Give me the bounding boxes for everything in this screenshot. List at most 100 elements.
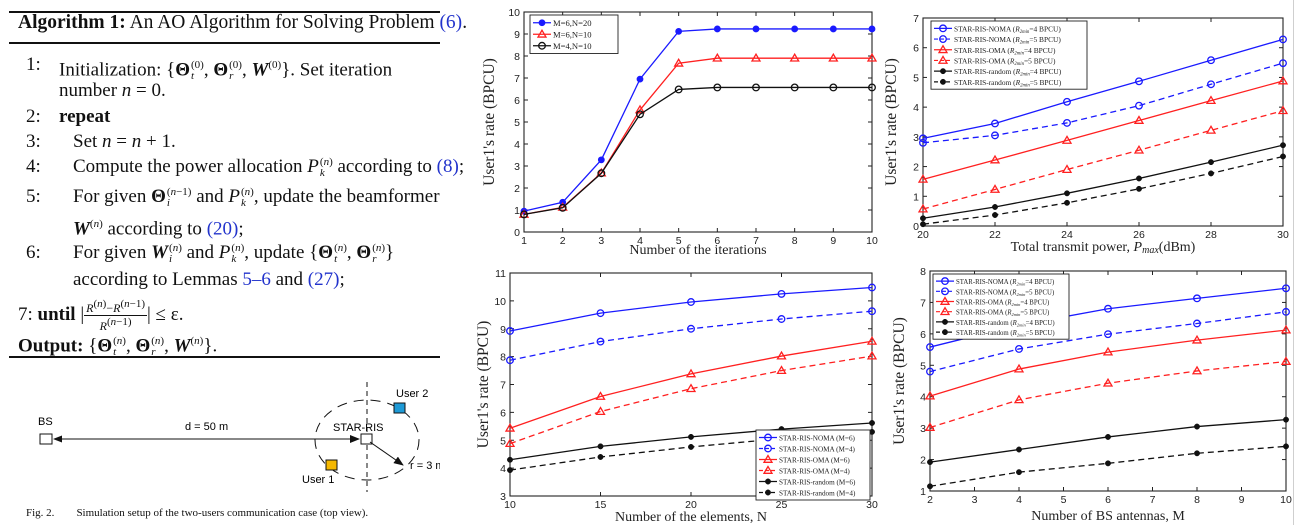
ref-link-lemmas[interactable]: 5–6 [242, 269, 271, 290]
data-point-dot-marker [688, 433, 694, 440]
data-point-triangle-marker [1191, 334, 1203, 344]
data-point-dot-marker [688, 443, 694, 450]
user-1-label: User 1 [302, 474, 334, 486]
ref-link-8[interactable]: (8) [436, 156, 459, 177]
x-tick-label: 1 [521, 235, 527, 247]
algorithm-box: Algorithm 1: An AO Algorithm for Solving… [0, 0, 467, 360]
legend-entry-star-ris-random-r2min-4-bpcu: STAR-RIS-random (R2min=4 BPCU) [956, 320, 1055, 328]
data-point-triangle-marker [596, 167, 607, 177]
step-text-a: For given [73, 186, 147, 207]
y-tick-label: 6 [514, 95, 520, 107]
series-star-ris-oma-m-4 [504, 350, 878, 448]
data-point-dot-marker [1194, 423, 1200, 430]
data-point-triangle-marker [1013, 363, 1025, 373]
step-text: 7: until | R(n)−R(n−1) R(n−1) | ≤ ε. [18, 298, 184, 333]
y-tick-label: 2 [913, 162, 919, 174]
y-tick-label: 0 [514, 227, 520, 239]
x-tick-label: 20 [917, 229, 929, 241]
x-tick-label: 20 [685, 499, 697, 511]
series-line [509, 286, 873, 332]
series-star-ris-noma-r2min-5-bpcu [919, 59, 1287, 147]
legend-entry-star-ris-oma-m-6: STAR-RIS-OMA (M=6) [779, 457, 850, 465]
data-point-circle-marker [926, 343, 934, 352]
x-tick-label: 10 [504, 499, 516, 511]
x-tick-label: 26 [1133, 229, 1145, 241]
data-point-circle-marker [1207, 56, 1215, 65]
ref-link-20[interactable]: (20) [206, 218, 239, 240]
y-tick-label: 8 [514, 51, 520, 63]
series-line [509, 310, 873, 361]
data-point-circle-marker [777, 289, 786, 298]
data-point-triangle-marker [1102, 346, 1114, 356]
series-m-6-n-20 [520, 25, 876, 215]
x-tick-label: 7 [753, 235, 759, 247]
legend-circle-marker [764, 433, 772, 442]
y-tick-label: 8 [500, 352, 506, 364]
legend-entry-star-ris-oma-r2min-5-bpcu: STAR-RIS-OMA (R2min=5 BPCU) [956, 310, 1049, 318]
data-point-triangle-marker [776, 350, 787, 360]
data-point-circle-marker [1193, 319, 1201, 328]
data-point-dot-marker [1016, 446, 1022, 453]
step-text-b: and [186, 242, 215, 263]
data-point-circle-marker [868, 283, 876, 292]
data-point-dot-marker [920, 221, 926, 228]
data-point-star-marker [791, 25, 799, 33]
legend-circle-marker [941, 277, 949, 286]
ref-link-6[interactable]: (6) [439, 12, 463, 33]
data-point-triangle-marker [1013, 394, 1025, 404]
data-point-triangle-marker [1061, 164, 1073, 173]
step-text-a: For given [73, 242, 147, 263]
data-point-circle-marker [1063, 118, 1071, 127]
algorithm-step-5: 5: For given Θ (n−1) i and P (n) k, update t… [0, 186, 440, 239]
data-point-circle-marker [636, 110, 644, 119]
data-point-circle-marker [597, 169, 606, 178]
legend-dot-marker [942, 318, 948, 325]
data-point-dot-marker [920, 215, 926, 222]
legend-circle-marker [939, 24, 947, 33]
data-point-triangle-marker [595, 391, 606, 400]
legend-entry-star-ris-oma-r2min-4-bpcu: STAR-RIS-OMA (R2min=4 BPCU) [954, 46, 1056, 57]
caption-text: Simulation setup of the two-users commun… [76, 507, 369, 519]
data-point-dot-marker [992, 212, 998, 218]
data-point-triangle-marker [989, 154, 1001, 164]
repeat-keyword: repeat [59, 106, 111, 127]
y-tick-label: 7 [913, 13, 919, 25]
y-tick-label: 7 [514, 73, 520, 85]
data-point-circle-marker [687, 298, 695, 306]
legend-triangle-marker [937, 55, 949, 64]
data-point-circle-marker [558, 203, 567, 212]
bs-label: BS [38, 416, 53, 428]
algorithm-step-6: 6: For given W (n) i and P (n) k, update {Θ(… [0, 242, 440, 292]
data-point-circle-marker [1279, 35, 1287, 44]
series-line [929, 329, 1287, 397]
legend-dot-marker [940, 78, 946, 85]
data-point-triangle-marker [866, 350, 878, 360]
step-text: Set n = n + 1. [73, 131, 176, 152]
legend-triangle-marker [536, 28, 548, 38]
series-line [509, 355, 873, 445]
step-text-b: according to [337, 156, 432, 177]
step-text-c: , update the beamformer [253, 186, 440, 207]
step-text-cont: W(n) according to (20); [73, 218, 244, 240]
bottom-rule [9, 356, 440, 358]
algorithm-step-3: 3: Set n = n + 1. [0, 131, 440, 155]
data-point-circle-marker [777, 315, 786, 323]
ref-link-27[interactable]: (27) [307, 269, 340, 290]
data-point-triangle-marker [1102, 377, 1114, 387]
legend-entry-star-ris-random-r2min-5-bpcu: STAR-RIS-random (R2min=5 BPCU) [956, 330, 1055, 338]
x-tick-label: 5 [676, 235, 682, 247]
legend-entry-star-ris-oma-r2min-5-bpcu: STAR-RIS-OMA (R2min=5 BPCU) [954, 56, 1056, 66]
legend-entry-m-6-n-20: M=6,N=20 [553, 18, 592, 28]
ris-label: STAR-RIS [333, 422, 384, 434]
legend-entry-star-ris-noma-r2min-4-bpcu: STAR-RIS-NOMA (R2min=4 BPCU) [956, 279, 1054, 287]
data-point-circle-marker [991, 131, 999, 140]
data-point-star-marker [752, 25, 760, 33]
data-point-star-marker [675, 27, 683, 35]
y-tick-label: 5 [500, 435, 506, 447]
data-point-dot-marker [1136, 185, 1142, 192]
series-line [929, 360, 1287, 429]
data-point-star-marker [829, 25, 837, 33]
until-keyword: until [37, 303, 76, 325]
series-line [509, 340, 873, 429]
data-point-dot-marker [1194, 450, 1200, 457]
